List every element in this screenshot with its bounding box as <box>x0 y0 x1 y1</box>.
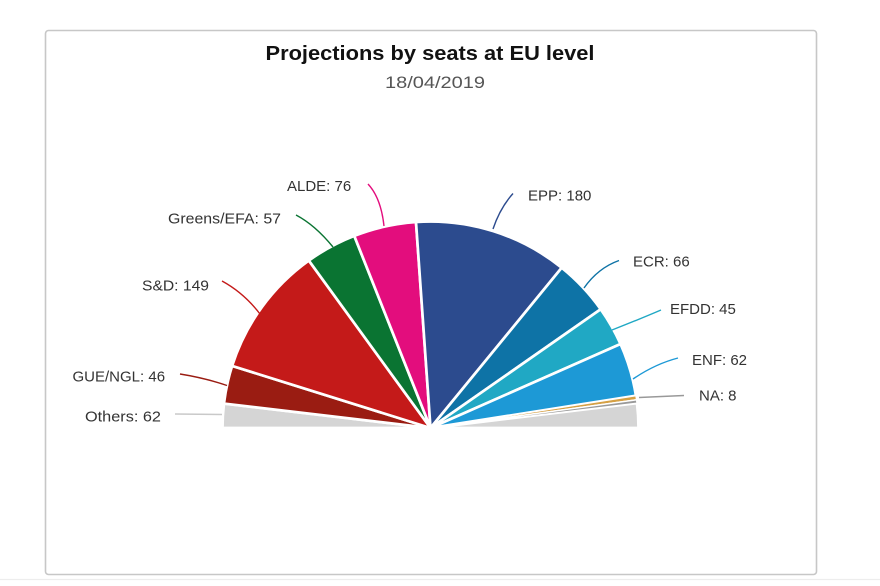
svg-text:Projections by seats at EU lev: Projections by seats at EU level <box>266 43 595 65</box>
svg-text:Greens/EFA: 57: Greens/EFA: 57 <box>168 211 281 228</box>
svg-text:GUE/NGL: 46: GUE/NGL: 46 <box>73 369 166 386</box>
svg-text:ENF: 62: ENF: 62 <box>692 352 747 369</box>
svg-text:ECR: 66: ECR: 66 <box>633 254 690 271</box>
svg-text:EFDD: 45: EFDD: 45 <box>670 301 736 318</box>
svg-text:NA: 8: NA: 8 <box>699 388 737 405</box>
svg-text:18/04/2019: 18/04/2019 <box>385 73 485 92</box>
svg-text:Others: 62: Others: 62 <box>85 409 161 426</box>
svg-text:EPP: 180: EPP: 180 <box>528 188 591 205</box>
svg-text:ALDE: 76: ALDE: 76 <box>287 178 351 195</box>
svg-text:S&D: 149: S&D: 149 <box>142 278 209 295</box>
